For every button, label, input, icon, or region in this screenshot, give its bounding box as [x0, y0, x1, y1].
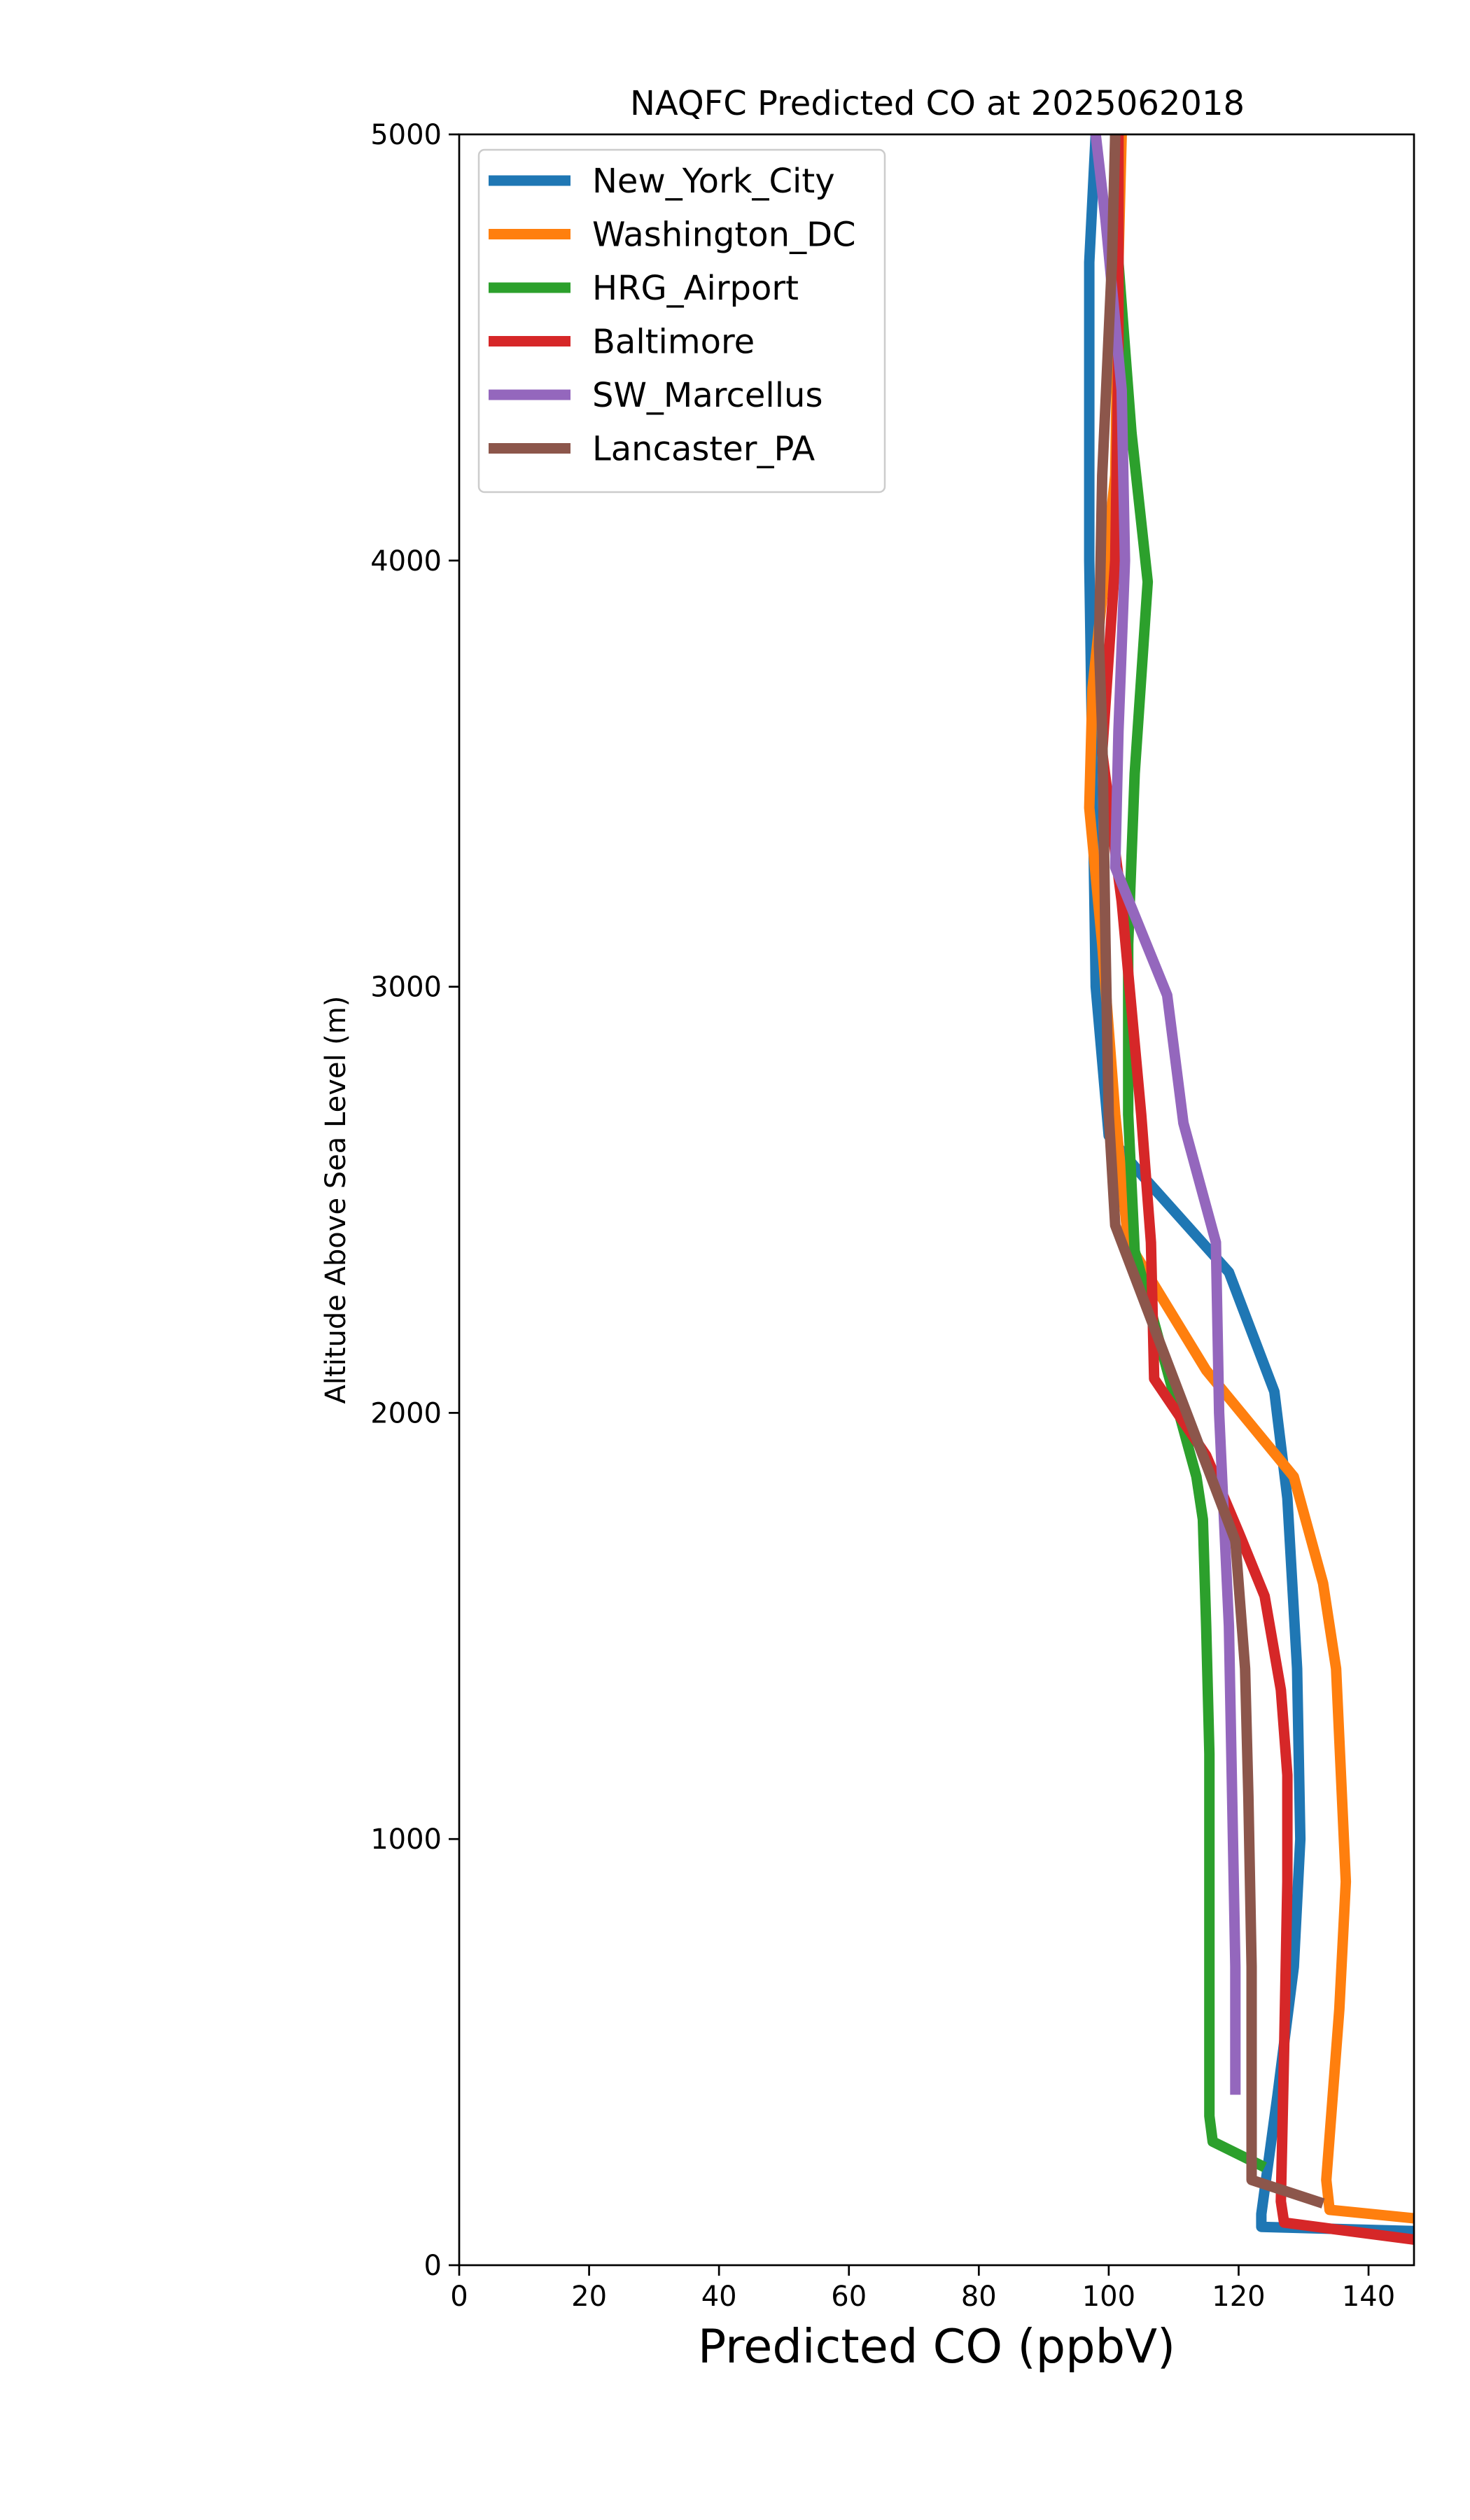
x-tick-label: 120 [1212, 2281, 1265, 2313]
x-tick-label: 20 [571, 2281, 607, 2313]
series-line-lancaster-pa [1093, 134, 1325, 2208]
x-tick-label: 140 [1342, 2281, 1395, 2313]
x-tick-label: 100 [1082, 2281, 1135, 2313]
series-line-sw-marcellus [1090, 134, 1241, 2095]
x-tick-label: 40 [701, 2281, 737, 2313]
series-layer [1084, 134, 1414, 2245]
y-axis-label: Altitude Above Sea Level (m) [320, 996, 352, 1404]
y-axis: 0 1000 2000 3000 4000 5000 [370, 119, 459, 2282]
legend-label: Washington_DC [592, 216, 856, 255]
legend-label: Baltimore [592, 323, 755, 362]
y-tick-label: 5000 [370, 119, 442, 151]
y-tick-label: 4000 [370, 545, 442, 578]
legend: New_York_City Washington_DC HRG_Airport Bal… [477, 148, 886, 493]
legend-label: HRG_Airport [592, 269, 799, 308]
y-tick-label: 1000 [370, 1823, 442, 1856]
x-tick-label: 60 [831, 2281, 867, 2313]
y-tick-label: 3000 [370, 972, 442, 1004]
plot-area-frame [458, 133, 1415, 2267]
legend-box [477, 148, 886, 493]
y-tick-label: 0 [424, 2250, 442, 2282]
x-axis: 0 20 40 60 80 100 120 140 [450, 2265, 1395, 2313]
chart-title: NAQFC Predicted CO at 2025062018 [630, 84, 1245, 123]
legend-label: Lancaster_PA [592, 430, 815, 469]
x-axis-label: Predicted CO (ppbV) [698, 2319, 1175, 2374]
x-tick-label: 0 [450, 2281, 468, 2313]
legend-label: SW_Marcellus [592, 376, 822, 415]
x-tick-label: 80 [961, 2281, 997, 2313]
legend-label: New_York_City [592, 162, 835, 201]
y-tick-label: 2000 [370, 1397, 442, 1429]
